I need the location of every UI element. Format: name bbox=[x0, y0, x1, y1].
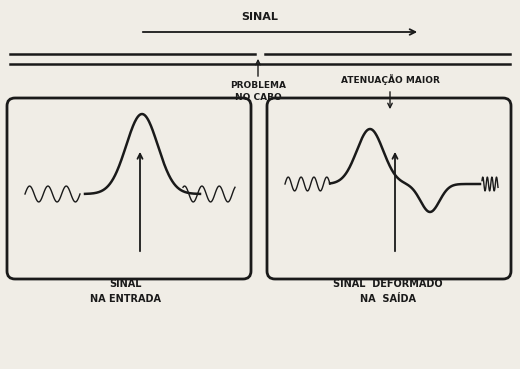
FancyBboxPatch shape bbox=[267, 98, 511, 279]
Text: SINAL: SINAL bbox=[242, 12, 278, 22]
Text: SINAL
NA ENTRADA: SINAL NA ENTRADA bbox=[89, 279, 161, 304]
Text: PROBLEMA
NO CABO: PROBLEMA NO CABO bbox=[230, 81, 286, 102]
FancyBboxPatch shape bbox=[7, 98, 251, 279]
Text: SINAL  DEFORMADO
NA  SAÍDA: SINAL DEFORMADO NA SAÍDA bbox=[333, 279, 443, 304]
Text: ATENUAÇÃO MAIOR: ATENUAÇÃO MAIOR bbox=[341, 74, 439, 85]
